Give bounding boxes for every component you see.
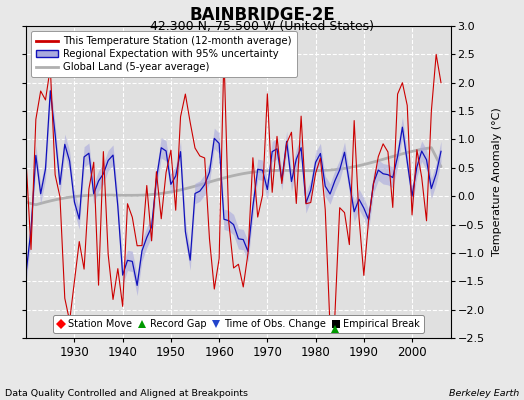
Y-axis label: Temperature Anomaly (°C): Temperature Anomaly (°C) (492, 108, 501, 256)
Text: Data Quality Controlled and Aligned at Breakpoints: Data Quality Controlled and Aligned at B… (5, 389, 248, 398)
Legend: Station Move, Record Gap, Time of Obs. Change, Empirical Break: Station Move, Record Gap, Time of Obs. C… (53, 315, 424, 333)
Text: Berkeley Earth: Berkeley Earth (449, 389, 519, 398)
Text: 42.300 N, 75.500 W (United States): 42.300 N, 75.500 W (United States) (150, 20, 374, 33)
Text: BAINBRIDGE-2E: BAINBRIDGE-2E (189, 6, 335, 24)
